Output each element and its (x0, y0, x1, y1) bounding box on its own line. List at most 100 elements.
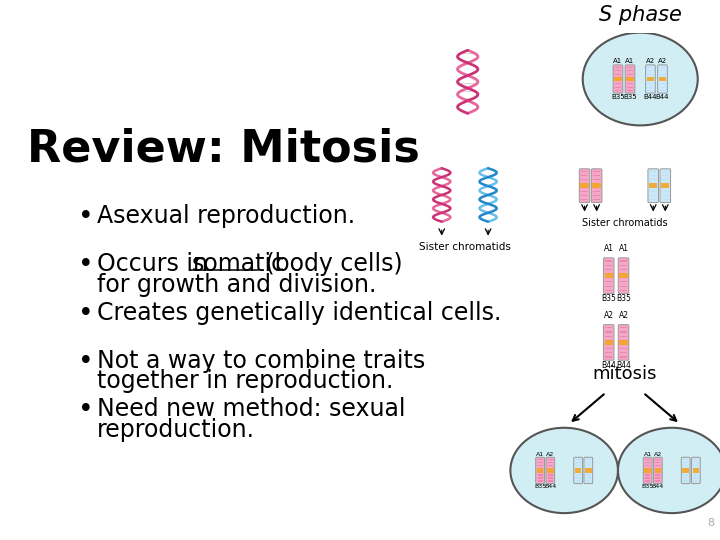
Text: for growth and division.: for growth and division. (96, 273, 376, 297)
Bar (660, 80, 665, 81)
Text: A2: A2 (618, 311, 629, 320)
Bar (645, 465, 650, 467)
Bar (683, 460, 688, 461)
FancyBboxPatch shape (618, 325, 629, 360)
Bar (606, 356, 612, 357)
Bar (660, 83, 665, 84)
Bar (620, 332, 627, 333)
Text: Need new method: sexual: Need new method: sexual (96, 397, 405, 421)
Bar (683, 471, 688, 472)
Bar (662, 187, 669, 188)
Ellipse shape (618, 428, 720, 513)
Bar (606, 273, 612, 274)
Bar (627, 70, 633, 71)
Bar (693, 460, 698, 461)
Bar (627, 67, 633, 68)
Bar (683, 468, 688, 469)
Bar (606, 281, 612, 282)
Bar (683, 465, 688, 467)
Text: Not a way to combine traits: Not a way to combine traits (96, 349, 425, 373)
Bar (548, 465, 553, 467)
Bar (548, 468, 553, 469)
Bar (660, 77, 665, 78)
Bar (620, 327, 627, 328)
Bar (593, 171, 600, 172)
Text: somatic: somatic (192, 253, 284, 276)
Bar (649, 195, 657, 196)
Text: B35: B35 (601, 294, 616, 303)
Bar (659, 77, 666, 82)
Bar (620, 290, 627, 291)
Bar (606, 269, 612, 270)
Text: B44: B44 (616, 361, 631, 370)
Bar (538, 471, 543, 472)
Bar (606, 286, 612, 287)
Bar (683, 477, 688, 478)
Bar (647, 77, 654, 82)
Bar (615, 86, 621, 87)
Bar (538, 460, 543, 461)
Bar (606, 265, 612, 266)
Bar (647, 67, 654, 68)
Bar (683, 468, 689, 472)
Bar (581, 199, 588, 200)
Bar (606, 260, 612, 261)
Bar (575, 481, 580, 482)
Bar (649, 171, 657, 172)
Bar (606, 344, 612, 345)
Bar (538, 481, 543, 482)
Bar (627, 80, 633, 81)
Bar (645, 462, 650, 463)
Bar (620, 344, 627, 345)
FancyBboxPatch shape (648, 169, 659, 202)
Bar (649, 179, 657, 180)
Bar (586, 475, 591, 476)
Bar (627, 83, 633, 84)
Bar (655, 471, 660, 472)
Bar (662, 176, 669, 177)
Bar (620, 356, 627, 357)
Bar (581, 191, 588, 192)
Bar (660, 70, 665, 71)
Bar (606, 327, 612, 328)
Bar (606, 348, 612, 349)
FancyBboxPatch shape (603, 325, 614, 360)
Text: A1: A1 (613, 58, 623, 64)
Bar (620, 265, 627, 266)
Text: A1: A1 (603, 245, 613, 253)
Bar (662, 183, 669, 184)
Bar (606, 290, 612, 291)
Text: reproduction.: reproduction. (96, 417, 255, 442)
Bar (683, 475, 688, 476)
FancyBboxPatch shape (580, 169, 590, 202)
Bar (580, 184, 589, 188)
Text: 8: 8 (707, 518, 714, 528)
Bar (645, 471, 650, 472)
Text: (body cells): (body cells) (258, 253, 402, 276)
Bar (655, 477, 660, 478)
Text: A2: A2 (654, 451, 662, 456)
Bar (575, 460, 580, 461)
Bar (693, 462, 698, 463)
Bar (606, 352, 612, 354)
Bar (620, 277, 627, 278)
Text: Creates genetically identical cells.: Creates genetically identical cells. (96, 301, 501, 325)
Text: S phase: S phase (599, 5, 682, 25)
Bar (605, 340, 613, 345)
Bar (615, 67, 621, 68)
Bar (647, 77, 654, 78)
Text: •: • (78, 349, 94, 375)
Bar (593, 199, 600, 200)
Bar (548, 462, 553, 463)
Bar (593, 187, 600, 188)
FancyBboxPatch shape (591, 169, 602, 202)
Text: Review: Mitosis: Review: Mitosis (27, 127, 420, 170)
Bar (620, 352, 627, 354)
Bar (649, 187, 657, 188)
Bar (581, 171, 588, 172)
Bar (620, 273, 627, 274)
FancyBboxPatch shape (603, 258, 614, 293)
Ellipse shape (582, 32, 698, 125)
Text: B44: B44 (544, 484, 557, 489)
Bar (645, 460, 650, 461)
